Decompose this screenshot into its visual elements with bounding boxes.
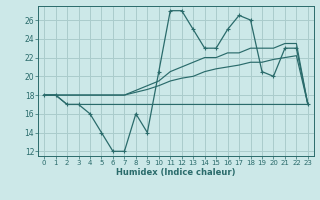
X-axis label: Humidex (Indice chaleur): Humidex (Indice chaleur) bbox=[116, 168, 236, 177]
